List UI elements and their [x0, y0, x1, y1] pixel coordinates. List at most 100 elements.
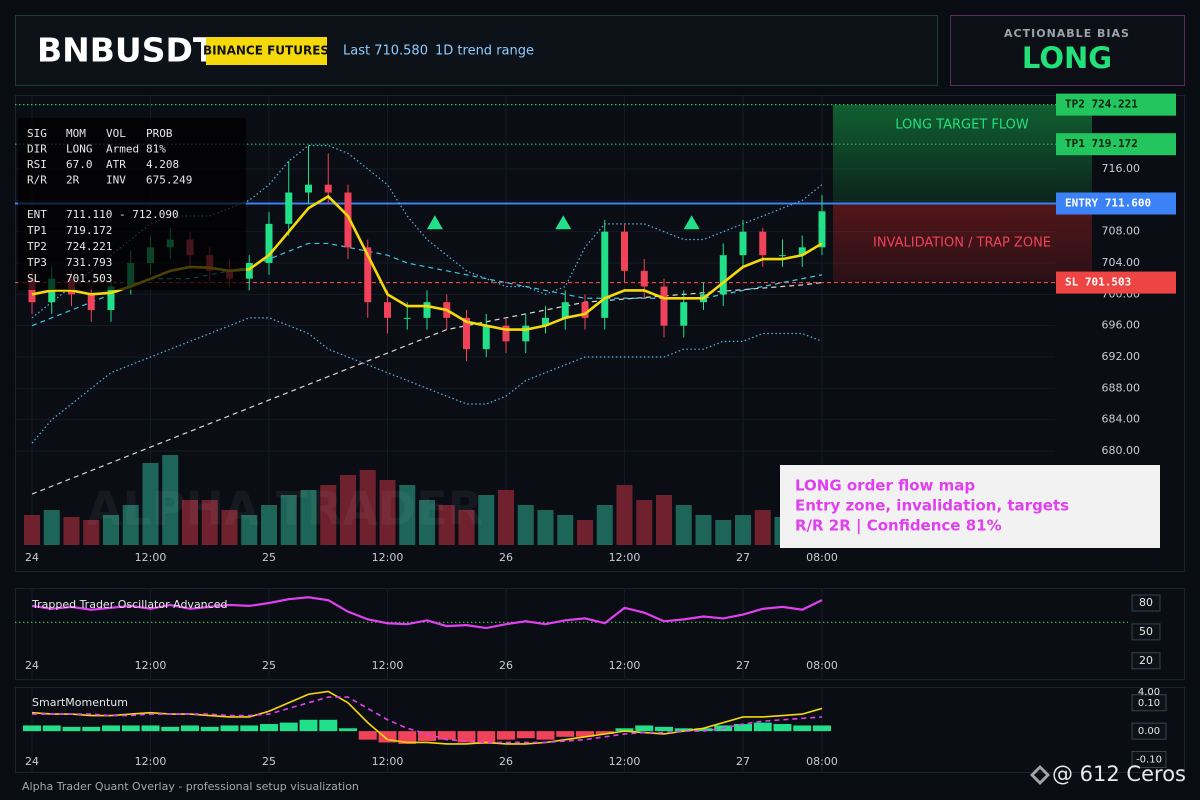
badge: BINANCE FUTURES [203, 44, 329, 58]
momentum-bar [576, 731, 594, 737]
candle-body [403, 317, 411, 319]
info-cell: 4.208 [146, 158, 179, 171]
plan-cell: 711.110 - 712.090 [66, 208, 179, 221]
y-tick-box [1131, 722, 1167, 740]
candle-body [818, 211, 826, 248]
volume-bar [379, 480, 396, 545]
candle-body [324, 184, 332, 193]
volume-bar [63, 517, 80, 545]
momentum-bar [635, 725, 654, 732]
momentum-bar [161, 726, 180, 732]
volume-bar [122, 505, 139, 545]
plan-cell: TP1 [27, 224, 47, 237]
y-tick-label: 0.10 [1138, 698, 1160, 709]
zone-label: INVALIDATION / TRAP ZONE [873, 236, 1051, 251]
volume-bar [340, 475, 356, 545]
annotation-box [780, 465, 1160, 548]
momentum-bar [813, 725, 831, 732]
momentum-bar [200, 726, 219, 732]
candle-body [759, 231, 767, 256]
momentum-bar [595, 731, 614, 734]
y-tick-box [1131, 623, 1161, 641]
momentum-bar [260, 724, 278, 732]
line [31, 690, 823, 745]
x-tick-label: 24 [25, 755, 39, 768]
x-tick-label: 26 [499, 659, 513, 672]
momentum-bar [378, 731, 397, 743]
momentum-bar [418, 731, 436, 742]
y-tick-label: 708.00 [1102, 225, 1141, 238]
momentum-bar [536, 731, 555, 740]
last-price: Last 710.580 [343, 44, 428, 59]
candle-body [384, 302, 391, 318]
info-cell: 67.0 [66, 158, 93, 171]
x-tick-label: 25 [262, 551, 276, 564]
y-tick-box [1131, 594, 1161, 612]
info-cell: LONG [66, 143, 93, 156]
y-tick-label: 0.00 [1138, 726, 1160, 737]
momentum-bar [339, 728, 357, 732]
level-label: TP2 724.221 [1065, 98, 1138, 111]
info-table-bg [18, 118, 246, 290]
x-tick-label: 12:00 [609, 659, 641, 672]
candle-body [502, 325, 510, 342]
bias-value: LONG [1022, 41, 1112, 75]
momentum-bar [674, 728, 693, 732]
momentum-bar [62, 726, 81, 732]
info-cell: RSI [27, 158, 47, 171]
volume-bar [201, 500, 218, 545]
level-label: TP1 719.172 [1065, 137, 1138, 150]
line [31, 596, 823, 630]
momentum-bar [477, 731, 496, 744]
footer: Alpha Trader Quant Overlay - professiona… [22, 780, 359, 793]
volume-bar [359, 470, 376, 545]
momentum-bar [457, 731, 476, 743]
volume-bar [83, 520, 100, 545]
volume-bar [142, 463, 159, 545]
plan-cell: 719.172 [66, 224, 112, 237]
info-cell: DIR [27, 143, 47, 156]
info-cell: ATR [106, 158, 126, 171]
momentum-bar [437, 731, 456, 740]
candle-body [107, 286, 115, 311]
y-tick-label: 680.00 [1102, 444, 1141, 457]
level-label: ENTRY 711.600 [1065, 196, 1151, 209]
momentum-bar [121, 725, 140, 732]
level-tag [1056, 93, 1176, 116]
candle-body [621, 231, 628, 271]
x-tick-label: 12:00 [372, 659, 404, 672]
momentum-bar [497, 731, 515, 740]
volume-bar [438, 505, 455, 545]
x-tick-label: 08:00 [806, 551, 838, 564]
volume-bar [557, 515, 574, 545]
target-zone [833, 105, 1092, 204]
momentum-bar [358, 731, 377, 740]
volume-bar [221, 510, 238, 545]
volume-bar [478, 495, 495, 545]
volume-bar [537, 510, 554, 545]
y-tick-label: 80 [1139, 596, 1153, 609]
plan-cell: 731.793 [66, 256, 112, 269]
candle-body [344, 192, 352, 248]
y-tick-label: 684.00 [1102, 413, 1141, 426]
symbol: BNBUSDT [37, 31, 216, 70]
candle-body [779, 255, 786, 257]
x-tick-label: 24 [25, 551, 39, 564]
x-tick-label: 26 [499, 755, 513, 768]
volume-bar [675, 505, 692, 545]
candle-body [265, 223, 273, 264]
candle-body [522, 325, 530, 342]
momentum-bar [299, 719, 318, 732]
info-cell: Armed [106, 143, 139, 156]
candle-body [719, 255, 727, 295]
signal-marker [683, 215, 700, 230]
volume-bar [261, 505, 277, 545]
candle-body [245, 263, 253, 279]
zone-label: LONG TARGET FLOW [895, 118, 1029, 133]
candle-body [561, 302, 569, 318]
x-tick-label: 08:00 [806, 659, 838, 672]
y-tick-label: 696.00 [1102, 319, 1141, 332]
candle-body [798, 247, 806, 256]
x-tick-label: 12:00 [372, 551, 404, 564]
watermark: ALPHA TRADER [87, 482, 483, 536]
